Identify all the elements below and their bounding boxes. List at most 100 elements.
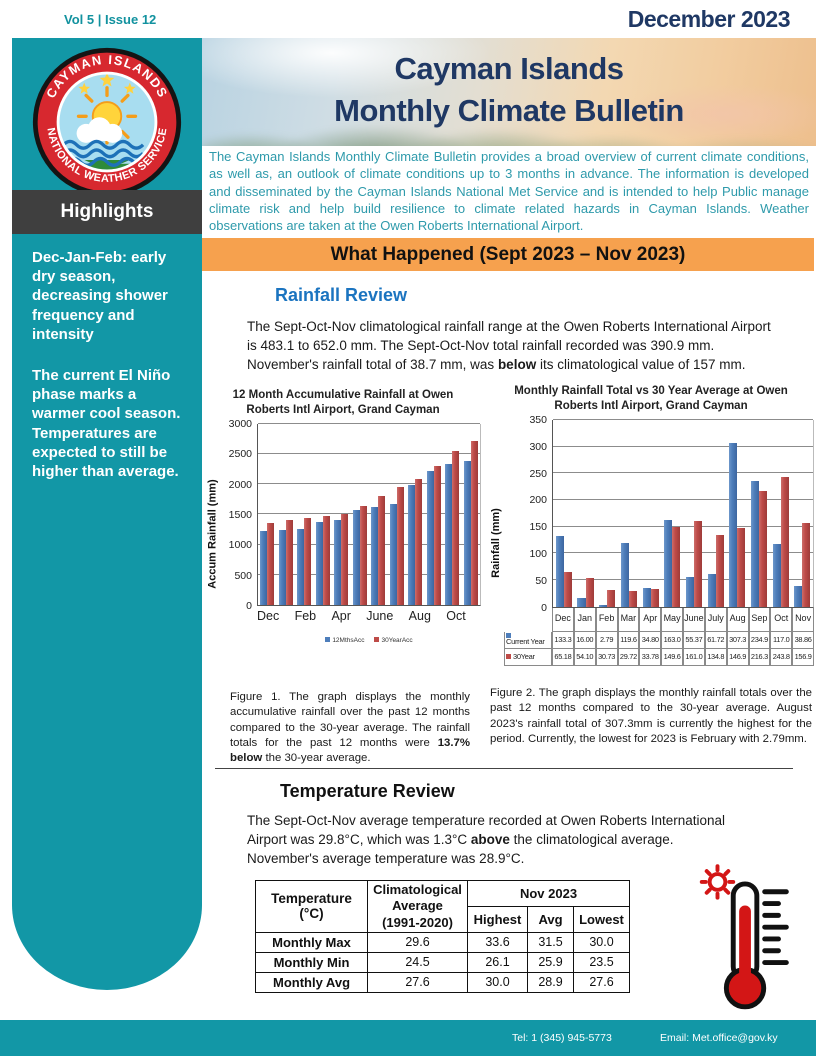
bar	[445, 463, 453, 605]
bar-group-july	[705, 420, 727, 607]
gridline	[258, 422, 480, 424]
gridline	[553, 579, 813, 581]
bar-group-july	[388, 424, 407, 605]
bar	[650, 588, 659, 607]
y-tick-label: 500	[234, 569, 252, 582]
chart-accumulative-rainfall: 12 Month Accumulative Rainfall at Owen R…	[205, 388, 481, 644]
rain-table-cell: 234.9	[748, 631, 771, 649]
bar-group-may	[351, 424, 370, 605]
y-tick-label: 200	[529, 494, 547, 507]
bar	[470, 441, 478, 605]
plot-area	[552, 418, 814, 608]
month-header-cell: Mar	[617, 607, 640, 632]
x-tick-label: Apr	[331, 608, 351, 623]
month-header-cell: Jan	[573, 607, 596, 632]
gridline	[553, 525, 813, 527]
bar	[322, 516, 330, 605]
bar-group-apr	[640, 420, 662, 607]
bar-group-feb	[596, 420, 618, 607]
month-header-cell: May	[661, 607, 683, 632]
table-row: Monthly Avg 27.6 30.0 28.9 27.6	[255, 971, 630, 993]
temp-col-header: Temperature (°C)	[255, 880, 368, 933]
gridline	[258, 573, 480, 575]
bar	[315, 522, 323, 605]
x-tick-label: Aug	[408, 608, 431, 623]
gridline	[258, 543, 480, 545]
month-header-cell: June	[683, 607, 705, 632]
x-tick-label	[431, 609, 446, 623]
y-tick-label: 2500	[228, 448, 252, 461]
x-tick-label	[393, 609, 408, 623]
chart-title: 12 Month Accumulative Rainfall at Owen R…	[232, 389, 454, 416]
bar-group-mar	[618, 420, 640, 607]
bar-group-oct	[443, 424, 462, 605]
month-header-cell: Sep	[748, 607, 771, 632]
rain-table-cell: 30.73	[595, 648, 618, 666]
x-tick-label	[279, 609, 294, 623]
table-row: Monthly Min 24.5 26.1 25.9 23.5	[255, 951, 630, 973]
y-tick-label: 150	[529, 521, 547, 534]
x-tick-label: Dec	[257, 608, 280, 623]
issue-label: Vol 5 | Issue 12	[64, 12, 157, 27]
bar-group-sep	[425, 424, 444, 605]
bar	[664, 519, 673, 607]
highlights-header: Highlights	[12, 190, 202, 234]
rain-table-cell: 119.6	[617, 631, 640, 649]
rainfall-review-heading: Rainfall Review	[275, 285, 408, 305]
y-axis-ticks: 0 50 100 150 200 250 300 350	[504, 414, 552, 614]
y-tick-label: 250	[529, 467, 547, 480]
trees-silhouette	[202, 94, 816, 146]
footer-bar: Tel: 1 (345) 945-5773 Email: Met.office@…	[0, 1020, 816, 1056]
bar	[297, 529, 305, 605]
rain-table-cell: 133.3	[552, 631, 574, 649]
x-tick-label	[466, 609, 481, 623]
highlights-list: Dec-Jan-Feb: early dry season, decreasin…	[12, 248, 202, 503]
bar-group-oct	[770, 420, 792, 607]
bar	[715, 534, 724, 607]
bar	[599, 605, 608, 607]
bar-group-aug	[406, 424, 425, 605]
bar	[772, 544, 781, 607]
bar	[628, 591, 637, 607]
rain-table-cell: 163.0	[661, 631, 683, 649]
y-tick-label: 0	[541, 601, 547, 614]
series-label-30year: 30Year	[504, 648, 552, 666]
bar	[278, 529, 286, 605]
month-header-cell: Feb	[595, 607, 618, 632]
highlight-item: Dec-Jan-Feb: early dry season, decreasin…	[32, 249, 168, 343]
bar	[415, 478, 423, 605]
x-tick-label	[316, 609, 331, 623]
x-tick-label: June	[366, 608, 394, 623]
bar	[426, 470, 434, 605]
bar	[285, 520, 293, 605]
rain-table-cell: 243.8	[770, 648, 793, 666]
month-header-cell: Dec	[552, 607, 574, 632]
bar	[267, 523, 275, 605]
bar	[334, 520, 342, 605]
bar	[585, 577, 594, 607]
bar-group-sep	[748, 420, 770, 607]
bar	[389, 503, 397, 605]
rain-table-cell: 33.78	[639, 648, 662, 666]
temperature-review-paragraph: The Sept-Oct-Nov average temperature rec…	[247, 813, 725, 867]
bar-group-nov	[791, 420, 813, 607]
clim-avg-header: Climatological Average (1991-2020)	[367, 880, 468, 933]
section-banner: What Happened (Sept 2023 – Nov 2023)	[202, 238, 814, 271]
chart-title: Monthly Rainfall Total vs 30 Year Averag…	[514, 385, 788, 412]
bar	[750, 481, 759, 607]
rain-table-cell: 149.6	[661, 648, 683, 666]
intro-paragraph: The Cayman Islands Monthly Climate Bulle…	[209, 149, 809, 234]
weather-service-logo: CAYMAN ISLANDS NATIONAL WEATHER SERVICE	[31, 46, 183, 198]
nov-2023-header: Nov 2023	[467, 880, 630, 907]
gridline	[258, 513, 480, 515]
bar	[642, 588, 651, 607]
lowest-header: Lowest	[573, 905, 630, 933]
chart-monthly-rainfall-vs-average: Monthly Rainfall Total vs 30 Year Averag…	[488, 384, 814, 666]
rain-table-cell: 65.18	[552, 648, 574, 666]
rain-table-cell: 307.3	[726, 631, 749, 649]
series-label-current-year: Current Year	[504, 631, 552, 649]
bar	[780, 476, 789, 607]
highest-header: Highest	[467, 905, 528, 933]
month-header-cell: Nov	[792, 607, 814, 632]
plot-area	[257, 422, 481, 606]
